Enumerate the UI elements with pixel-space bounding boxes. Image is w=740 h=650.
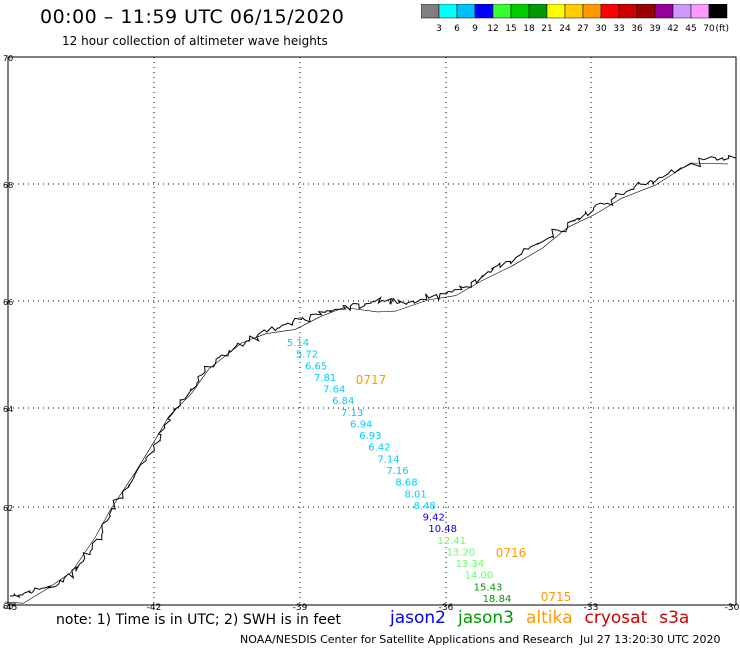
scale-tick-label: 12 — [487, 24, 498, 34]
wave-height-label: 6.65 — [305, 361, 327, 372]
track-time-label: 0716 — [496, 546, 527, 560]
satellite-legend-altika: altika — [526, 608, 573, 628]
wave-height-label: 8.01 — [404, 489, 426, 500]
longitude-label: -42 — [147, 603, 162, 613]
wave-height-label: 13.20 — [446, 548, 475, 559]
scale-swatch — [708, 4, 728, 19]
footer-timestamp: Jul 27 13:20:30 UTC 2020 — [580, 633, 721, 646]
scale-tick-label: 33 — [613, 24, 624, 34]
satellite-legend-jason3: jason3 — [458, 608, 514, 628]
map-frame — [7, 56, 737, 606]
wave-height-color-scale: 3 6 9 12 15 18 21 24 27 30 33 36 39 42 45 70 (ft) — [421, 4, 729, 34]
longitude-label: -39 — [293, 603, 308, 613]
latitude-label: 62 — [3, 504, 13, 513]
wave-height-label: 10.48 — [428, 524, 457, 535]
scale-tick-label: 30 — [595, 24, 607, 34]
scale-tick-label: 36 — [631, 24, 643, 34]
latitude-label: 70 — [3, 54, 13, 63]
scale-unit-label: (ft) — [715, 24, 729, 34]
latitude-label: 64 — [3, 405, 13, 414]
scale-tick-label: 15 — [505, 24, 516, 34]
scale-tick-label: 3 — [436, 24, 442, 34]
chart-subtitle: 12 hour collection of altimeter wave hei… — [62, 34, 328, 48]
scale-tick-label: 42 — [667, 24, 678, 34]
scale-tick-label: 27 — [577, 24, 588, 34]
wave-height-label: 7.81 — [314, 373, 336, 384]
wave-height-label: 6.93 — [359, 431, 381, 442]
latitude-label: 60 — [3, 602, 13, 611]
wave-height-label: 14.00 — [465, 571, 494, 582]
scale-tick-label: 21 — [541, 24, 552, 34]
scale-tick-label: 39 — [649, 24, 661, 34]
wave-height-label: 12.41 — [437, 536, 466, 547]
wave-height-label: 9.42 — [423, 513, 445, 524]
coastline-path — [9, 154, 737, 599]
longitude-label: -36 — [439, 603, 454, 613]
scale-tick-label: 70 — [703, 24, 715, 34]
wave-height-label: 5.72 — [296, 350, 318, 361]
map-grid: 70 68 66 64 62 60-45 -42 -39 -36 -33 -30 — [3, 54, 740, 613]
wave-height-label: 15.43 — [474, 582, 503, 593]
wave-height-label: 7.13 — [341, 408, 363, 419]
latitude-label: 66 — [3, 298, 13, 307]
latitude-label: 68 — [3, 181, 13, 190]
wave-height-label: 8.48 — [413, 501, 435, 512]
scale-tick-label: 6 — [454, 24, 460, 34]
longitude-label: -45 — [3, 603, 18, 613]
greenland-coastline — [4, 154, 737, 604]
footer-note: note: 1) Time is in UTC; 2) SWH is in fe… — [56, 612, 342, 628]
track-time-label: 0715 — [541, 590, 572, 604]
scale-tick-label: 18 — [523, 24, 535, 34]
wave-height-label: 18.84 — [483, 594, 512, 605]
longitude-label: -30 — [725, 603, 740, 613]
wave-height-label: 8.68 — [395, 478, 417, 489]
altimeter-track: 5.145.726.657.817.646.847.136.946.936.42… — [287, 338, 571, 605]
wave-height-label: 7.14 — [377, 454, 399, 465]
scale-tick-label: 24 — [559, 24, 571, 34]
scale-tick-label: 9 — [472, 24, 478, 34]
longitude-label: -33 — [584, 603, 599, 613]
wave-height-label: 5.14 — [287, 338, 309, 349]
footer-credit: NOAA/NESDIS Center for Satellite Applica… — [240, 633, 574, 646]
scale-tick-label: 45 — [685, 24, 696, 34]
satellite-legend-s3a: s3a — [659, 608, 690, 628]
wave-height-label: 6.42 — [368, 443, 390, 454]
satellite-legend-jason2: jason2 — [390, 608, 446, 628]
satellite-legend-cryosat: cryosat — [584, 608, 648, 628]
satellite-legend: jason2 jason3 altika cryosat s3a — [390, 608, 701, 628]
wave-height-label: 7.16 — [386, 466, 408, 477]
inland-outline-path — [4, 162, 729, 604]
track-time-label: 0717 — [356, 373, 387, 387]
chart-title: 00:00 – 11:59 UTC 06/15/2020 — [40, 6, 345, 28]
wave-height-label: 6.84 — [332, 396, 354, 407]
wave-height-label: 13.34 — [456, 559, 485, 570]
wave-height-label: 6.94 — [350, 420, 372, 431]
wave-height-label: 7.64 — [323, 385, 345, 396]
